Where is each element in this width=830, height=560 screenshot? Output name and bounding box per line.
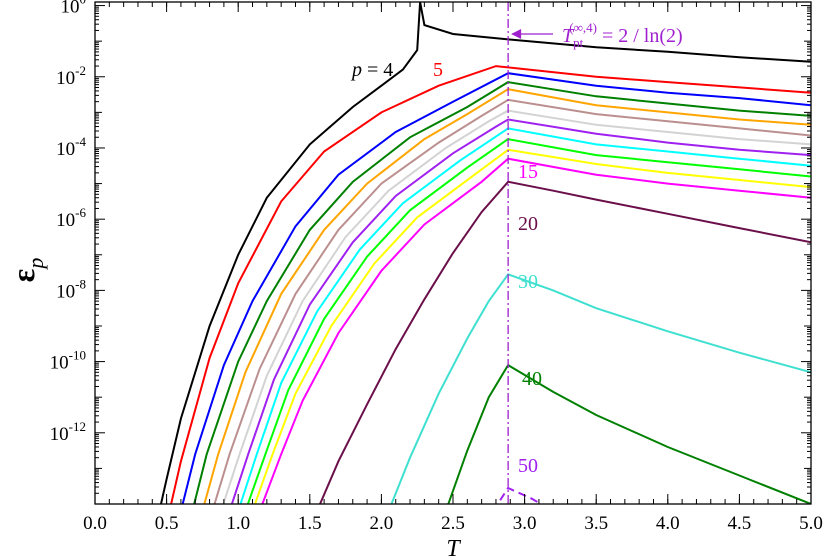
series-label-50: 50: [518, 455, 538, 477]
x-tick-label: 4.5: [728, 513, 752, 534]
series-line-50: [496, 486, 543, 504]
x-tick-label: 3.5: [584, 513, 608, 534]
series-label-p-4: p = 4: [350, 59, 393, 81]
y-tick-labels: 100 10-2 10-4 10-6 10-8 10-10 10-12: [50, 0, 87, 445]
x-tick-label: 2.5: [441, 513, 465, 534]
series-line-8: [203, 88, 811, 504]
y-tick-label: 10-10: [50, 348, 86, 374]
curves-layer: [159, 2, 811, 504]
series-line-7: [193, 81, 811, 504]
x-axis-label: T: [446, 536, 461, 560]
x-tick-label: 4.0: [656, 513, 680, 534]
series-line-10: [222, 109, 811, 504]
x-tick-label: 5.0: [799, 513, 823, 534]
x-tick-label: 1.5: [298, 513, 322, 534]
series-line-p-4: [159, 2, 811, 504]
series-line-15: [261, 157, 811, 504]
y-tick-label: 10-8: [56, 276, 86, 302]
series-line-30: [390, 273, 811, 504]
series-label-30: 30: [518, 271, 538, 293]
series-label-15: 15: [518, 161, 538, 183]
y-tick-label: 10-12: [50, 419, 86, 445]
y-tick-label: 10-6: [56, 205, 86, 231]
series-line-40: [447, 363, 811, 504]
series-label-20: 20: [518, 213, 538, 235]
series-label-5: 5: [433, 59, 443, 81]
transition-annotation: Tpt(∞,4) = 2 / ln(2): [511, 20, 683, 50]
x-tick-label: 1.0: [226, 513, 250, 534]
series-line-11: [230, 118, 811, 504]
y-tick-label: 10-2: [56, 63, 86, 89]
x-tick-label: 0.0: [83, 513, 107, 534]
x-tick-label: 0.5: [155, 513, 179, 534]
plot-frame: [94, 1, 812, 505]
series-line-14: [253, 148, 811, 504]
series-line-20: [318, 180, 811, 504]
series-line-13: [246, 138, 811, 504]
x-tick-label: 2.0: [370, 513, 394, 534]
x-tick-label: 3.0: [513, 513, 537, 534]
series-label-40: 40: [522, 368, 542, 390]
x-tick-labels: 0.0 0.5 1.0 1.5 2.0 2.5 3.0 3.5 4.0 4.5 5.0: [83, 513, 823, 534]
y-tick-label: 10-4: [56, 134, 86, 160]
axis-ticks: [94, 2, 812, 505]
transition-annotation-text: Tpt(∞,4) = 2 / ln(2): [562, 20, 683, 50]
series-line-6: [181, 72, 811, 504]
series-line-9: [213, 98, 811, 504]
series-labels: p = 4 5 15 20 30 40 50: [350, 59, 542, 477]
y-axis-label: εp: [5, 258, 48, 283]
series-line-12: [239, 127, 811, 504]
series-line-5: [170, 65, 811, 504]
y-tick-label: 100: [61, 0, 87, 18]
